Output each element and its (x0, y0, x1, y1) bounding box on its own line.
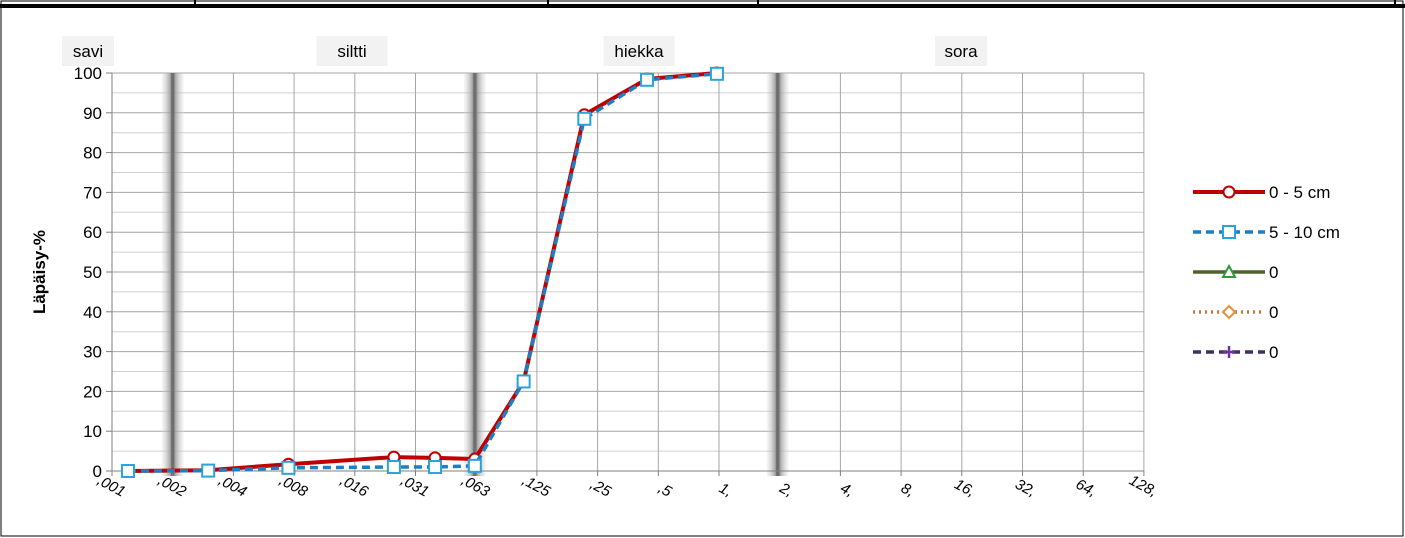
zone-label-bg (316, 36, 388, 66)
zone-label: siltti (337, 42, 366, 61)
legend-label: 0 (1269, 303, 1278, 322)
series-line (127, 72, 718, 473)
y-tick-label: 10 (83, 422, 102, 441)
x-tick-label: 128, (1126, 472, 1160, 501)
zone-boundaries (161, 73, 789, 476)
y-tick-label: 70 (83, 183, 102, 202)
x-tick-label: ,031 (398, 472, 432, 501)
data-point (467, 458, 482, 473)
data-point (516, 374, 531, 389)
data-point (281, 460, 296, 475)
y-tick-label: 90 (83, 104, 102, 123)
y-tick-label: 50 (83, 263, 102, 282)
grid (111, 72, 1145, 472)
x-tick-label: ,125 (519, 472, 553, 501)
series (120, 66, 724, 478)
legend-marker (1223, 346, 1235, 358)
x-tick-label: ,25 (587, 476, 614, 501)
zone-label: savi (73, 42, 103, 61)
y-tick-label: 80 (83, 144, 102, 163)
y-tick-label: 30 (83, 343, 102, 362)
legend-marker (1221, 304, 1237, 320)
x-tick-label: ,016 (337, 472, 371, 501)
x-tick-label: 32, (1012, 476, 1038, 501)
legend-label: 0 (1269, 343, 1278, 362)
series-2 (120, 66, 724, 478)
legend-marker (1222, 225, 1236, 239)
y-tick-label: 60 (83, 223, 102, 242)
legend-marker (1221, 263, 1237, 278)
x-tick-label: 1, (716, 480, 735, 501)
zone-label: sora (944, 42, 978, 61)
x-tick-label: 16, (952, 476, 978, 501)
zone-label-bg (603, 36, 675, 66)
zone-label-bg (935, 36, 987, 66)
data-point (201, 463, 216, 478)
x-tick-label: ,008 (276, 472, 310, 501)
x-tick-label: 4, (837, 480, 856, 501)
zone-labels: savi siltti hiekka sora (62, 36, 987, 66)
y-tick-label: 20 (83, 382, 102, 401)
x-tick-label: ,002 (155, 472, 189, 501)
data-point (386, 460, 401, 475)
y-axis-label: Läpäisy-% (30, 230, 49, 314)
legend-marker (1222, 185, 1236, 199)
x-tick-label: 2, (776, 479, 796, 500)
legend-item: 0 (1193, 303, 1278, 322)
data-point (428, 460, 443, 475)
data-point (709, 66, 724, 81)
data-point (639, 72, 654, 87)
x-tick-label: 8, (898, 480, 917, 501)
legend-item: 0 (1193, 343, 1278, 362)
y-tick-label: 100 (74, 64, 102, 83)
legend-item: 0 - 5 cm (1193, 183, 1330, 202)
axes: 0102030405060708090100,001,002,004,008,0… (74, 64, 1160, 501)
data-point (120, 464, 135, 478)
data-point (577, 111, 592, 126)
y-tick-label: 40 (83, 303, 102, 322)
legend-label: 5 - 10 cm (1269, 223, 1340, 242)
legend-item: 5 - 10 cm (1193, 223, 1340, 242)
x-tick-label: 64, (1073, 476, 1099, 501)
y-tick-label: 0 (93, 462, 102, 481)
zone-label-bg (62, 36, 114, 66)
legend-label: 0 (1269, 263, 1278, 282)
legend: 0 - 5 cm 5 - 10 cm 0 0 0 (1193, 183, 1340, 362)
legend-label: 0 - 5 cm (1269, 183, 1330, 202)
x-tick-label: ,063 (459, 472, 493, 501)
series-line (127, 71, 718, 473)
zone-label: hiekka (614, 42, 664, 61)
x-tick-label: ,004 (216, 472, 250, 501)
x-tick-label: ,5 (655, 480, 675, 501)
legend-item: 0 (1193, 263, 1278, 282)
